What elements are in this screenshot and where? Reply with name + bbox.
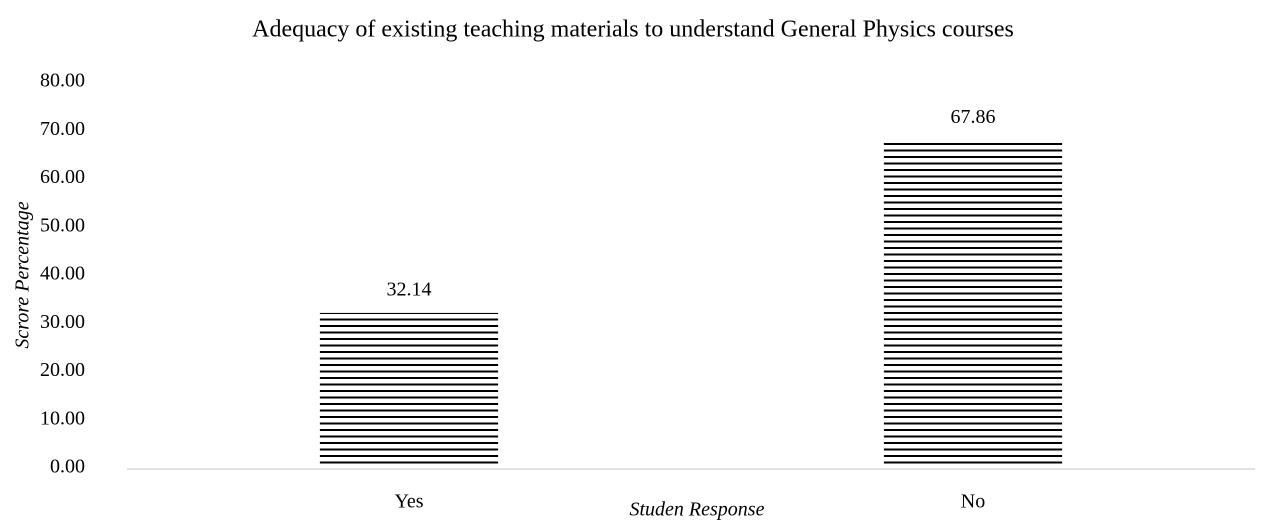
y-axis-label: Scrore Percentage <box>12 201 34 348</box>
y-tick-label: 0.00 <box>50 456 85 478</box>
x-tick-label: Yes <box>394 491 423 513</box>
data-label: 67.86 <box>951 106 996 128</box>
data-label: 32.14 <box>387 279 432 301</box>
y-tick-label: 20.00 <box>40 359 85 381</box>
y-tick-label: 30.00 <box>40 311 85 333</box>
y-tick-label: 50.00 <box>40 214 85 236</box>
y-tick-label: 60.00 <box>40 166 85 188</box>
bar <box>319 312 499 468</box>
y-tick-label: 40.00 <box>40 263 85 285</box>
bar <box>883 140 1063 468</box>
y-tick-label: 10.00 <box>40 407 85 429</box>
y-tick-label: 70.00 <box>40 118 85 140</box>
chart-title: Adequacy of existing teaching materials … <box>252 17 1014 43</box>
x-tick-label: No <box>961 491 985 513</box>
y-tick-label: 80.00 <box>40 70 85 92</box>
x-axis-label: Studen Response <box>630 499 765 521</box>
